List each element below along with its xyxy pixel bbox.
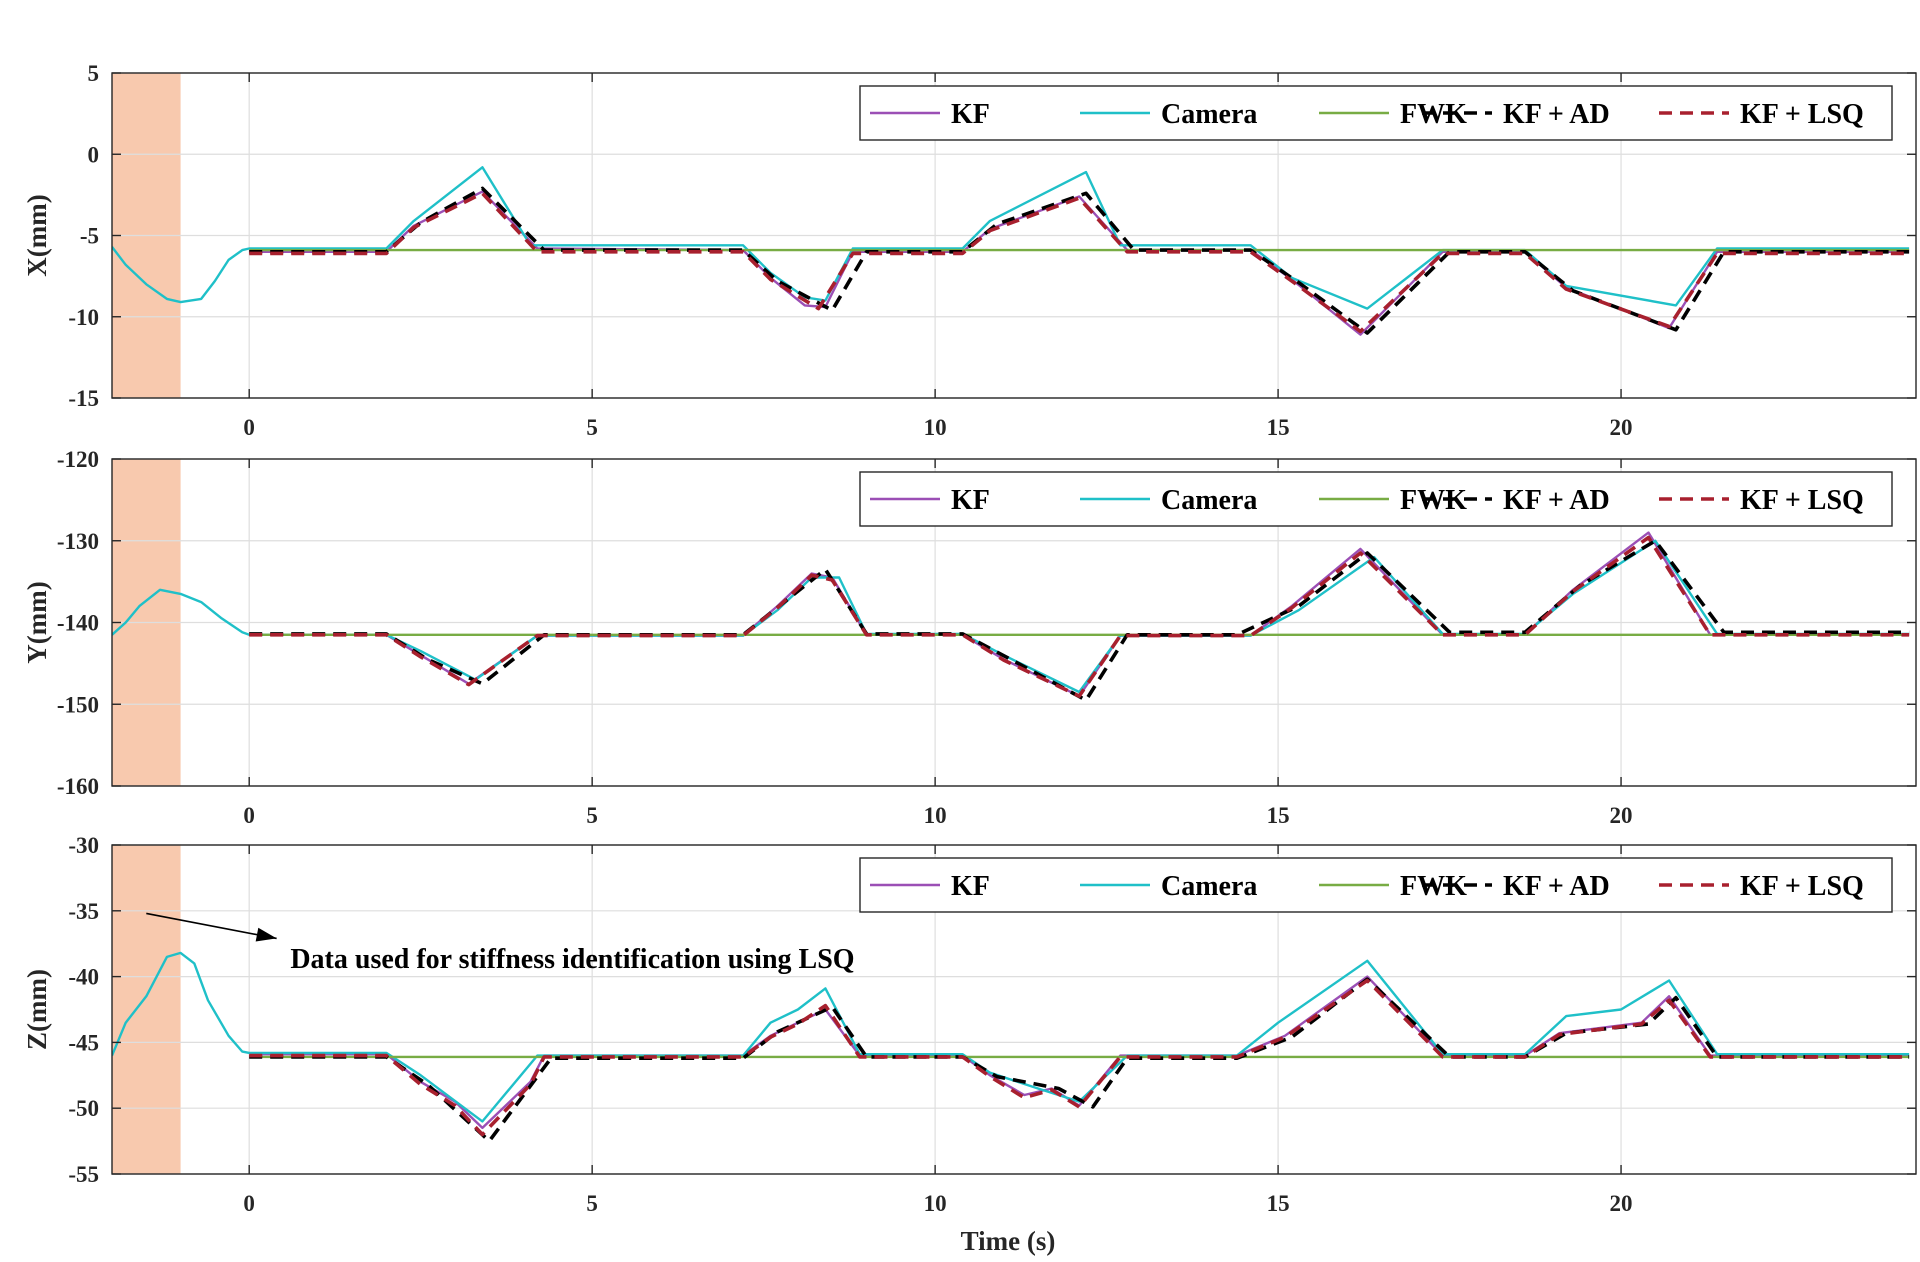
x-tick-label: 20 [1610,415,1633,440]
y-tick-label: -160 [57,774,99,799]
x-tick-label: 15 [1267,1191,1290,1216]
series-group [112,531,1910,702]
series-line-camera [112,539,1910,694]
legend-label: KF + AD [1503,871,1610,902]
y-tick-label: -120 [57,447,99,472]
legend-label: Camera [1161,871,1257,902]
series-group [112,951,1910,1143]
annotation-arrow-head [255,927,277,942]
legend-label: KF + LSQ [1740,99,1864,130]
legend-label: Camera [1161,99,1257,130]
x-tick-label: 10 [924,415,947,440]
legend: KF Camera FWK KF + AD KF + LSQ [859,85,1893,141]
y-tick-label: -55 [68,1162,99,1187]
x-tick-label: 20 [1610,1191,1633,1216]
x-tick-label: 5 [586,415,598,440]
series-line-camera [112,166,1910,310]
y-tick-label: -15 [68,386,99,411]
y-tick-label: 0 [88,142,100,167]
y-tick-label: 5 [88,61,100,86]
series-line-kf-lsq [249,191,1910,334]
axes-box [111,844,1917,1175]
legend-label: KF [951,871,990,902]
legend-label: KF + AD [1503,485,1610,516]
y-tick-label: -130 [57,529,99,554]
legend: KF Camera FWK KF + AD KF + LSQ [859,471,1893,527]
x-tick-label: 10 [924,1191,947,1216]
x-tick-label: 0 [243,803,255,828]
subplot-y: 0 5 10 15 20 -120 -130 -140 -150 -160 Y(mm) KF Camer… [22,447,1917,828]
x-tick-label: 0 [243,415,255,440]
y-tick-label: -35 [68,899,99,924]
x-tick-label: 10 [924,803,947,828]
series-line-kf-lsq [249,535,1910,698]
x-tick-label: 15 [1267,803,1290,828]
y-axis-label: Y(mm) [22,581,52,663]
x-tick-label: 0 [243,1191,255,1216]
y-tick-label: -45 [68,1030,99,1055]
legend-label: KF + AD [1503,99,1610,130]
series-line-camera [112,951,1910,1123]
legend-label: KF [951,485,990,516]
y-tick-label: -150 [57,692,99,717]
y-axis-label: Z(mm) [22,969,52,1050]
series-group [112,166,1910,336]
annotation-arrow-line [146,912,277,940]
y-tick-label: -30 [68,833,99,858]
annotation-text: Data used for stiffness identification u… [290,944,854,975]
legend: KF Camera FWK KF + AD KF + LSQ [859,857,1893,913]
y-axis-label: X(mm) [22,194,52,276]
series-line-kf [249,190,1910,336]
x-tick-label: 15 [1267,415,1290,440]
y-tick-label: -140 [57,611,99,636]
x-axis-label: Time (s) [961,1226,1056,1256]
series-line-kf-lsq [249,978,1910,1137]
legend-label: KF + LSQ [1740,871,1864,902]
legend-label: KF [951,99,990,130]
legend-label: KF + LSQ [1740,485,1864,516]
y-tick-label: -10 [68,305,99,330]
y-tick-label: -40 [68,965,99,990]
series-line-kf-ad [249,539,1910,702]
shaded-region [112,845,181,1174]
x-tick-label: 20 [1610,803,1633,828]
y-tick-label: -50 [68,1096,99,1121]
subplot-z: 0 5 10 15 20 -30 -35 -40 -45 -50 -55 Z(mm) Time (s) K… [22,833,1917,1256]
legend-label: Camera [1161,485,1257,516]
series-line-kf-ad [249,186,1910,335]
x-tick-label: 5 [586,1191,598,1216]
x-tick-label: 5 [586,803,598,828]
y-tick-label: -5 [80,224,99,249]
